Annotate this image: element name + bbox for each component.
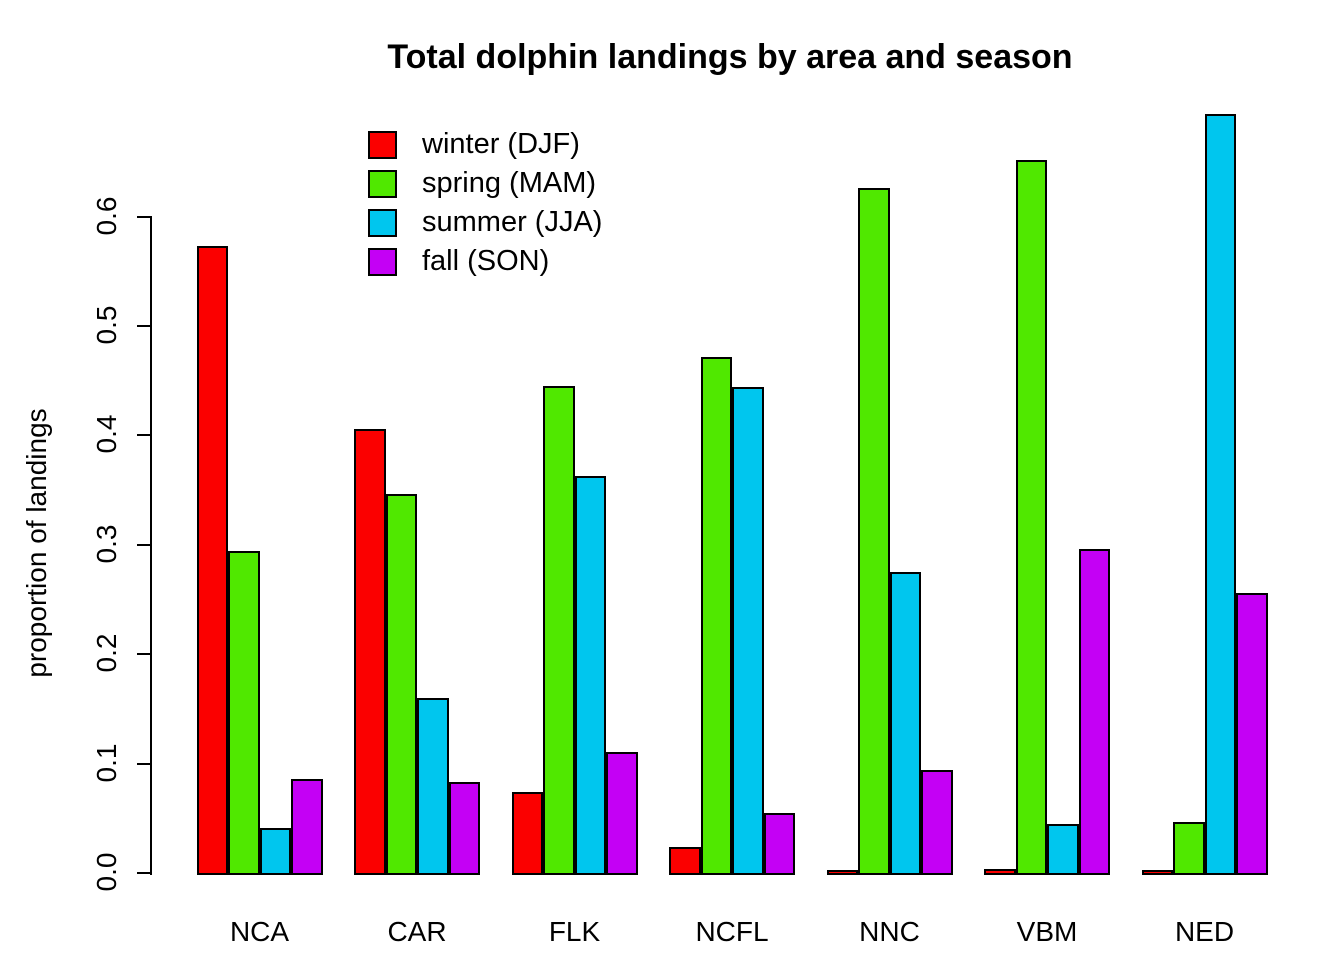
y-tick-0.1	[137, 762, 151, 765]
bar-CAR-winter	[354, 428, 386, 875]
x-category-label-NCFL: NCFL	[695, 916, 769, 947]
bar-NED-fall	[1236, 592, 1268, 875]
bar-VBM-summer	[1047, 823, 1079, 875]
legend-swatch-spring	[368, 170, 397, 198]
y-tick-label-0.4: 0.4	[91, 414, 122, 454]
bar-NCA-winter	[196, 246, 228, 875]
bar-FLK-fall	[606, 751, 638, 875]
legend-label-fall: fall (SON)	[422, 245, 550, 277]
bar-NNC-winter	[826, 869, 858, 875]
bar-NCA-spring	[228, 551, 260, 875]
legend-swatch-winter	[368, 131, 397, 159]
bar-VBM-fall	[1078, 549, 1110, 875]
bar-FLK-spring	[543, 386, 575, 875]
bar-NCFL-summer	[732, 387, 764, 875]
bar-VBM-winter	[984, 868, 1016, 875]
bar-FLK-summer	[574, 475, 606, 875]
bar-NED-summer	[1204, 113, 1236, 875]
bar-NED-spring	[1173, 821, 1205, 875]
y-tick-label-0.3: 0.3	[91, 524, 122, 564]
y-tick-label-0.5: 0.5	[91, 305, 122, 345]
x-category-label-FLK: FLK	[548, 916, 601, 947]
bar-CAR-summer	[417, 697, 449, 875]
legend-label-spring: spring (MAM)	[422, 167, 597, 199]
legend-label-winter: winter (DJF)	[422, 128, 580, 160]
y-tick-label-0.1: 0.1	[91, 743, 122, 783]
y-tick-label-0.6: 0.6	[91, 196, 122, 236]
bar-NNC-spring	[858, 188, 890, 875]
y-tick-label-0.2: 0.2	[91, 633, 122, 673]
legend-swatch-summer	[368, 209, 397, 237]
bar-NNC-fall	[921, 770, 953, 875]
bar-NCA-summer	[259, 828, 291, 875]
bar-NCFL-spring	[700, 356, 732, 875]
y-tick-0.3	[137, 543, 151, 546]
y-tick-0.4	[137, 434, 151, 437]
y-axis-label: proportion of landings	[21, 408, 52, 678]
y-tick-0.6	[137, 215, 151, 218]
legend-label-summer: summer (JJA)	[422, 206, 603, 238]
bar-NCA-fall	[291, 778, 323, 875]
bar-FLK-winter	[511, 792, 543, 875]
x-category-label-VBM: VBM	[1016, 916, 1078, 947]
bar-NNC-summer	[889, 572, 921, 875]
y-tick-0.0	[137, 872, 151, 874]
bar-CAR-spring	[385, 494, 417, 875]
x-category-label-NNC: NNC	[859, 916, 920, 947]
x-category-label-CAR: CAR	[387, 916, 447, 947]
y-tick-0.5	[137, 325, 151, 327]
bar-VBM-spring	[1015, 159, 1047, 875]
y-tick-label-0.0: 0.0	[91, 852, 122, 892]
legend-swatch-fall	[368, 248, 397, 276]
x-category-label-NED: NED	[1174, 916, 1235, 947]
x-category-label-NCA: NCA	[229, 916, 290, 947]
bar-NCFL-winter	[669, 846, 701, 875]
chart-title: Total dolphin landings by area and seaso…	[387, 38, 1073, 76]
bar-CAR-fall	[448, 782, 480, 875]
y-tick-0.2	[137, 653, 151, 656]
bar-NED-winter	[1141, 869, 1173, 875]
bar-NCFL-fall	[763, 812, 795, 875]
y-axis-line	[150, 216, 152, 875]
